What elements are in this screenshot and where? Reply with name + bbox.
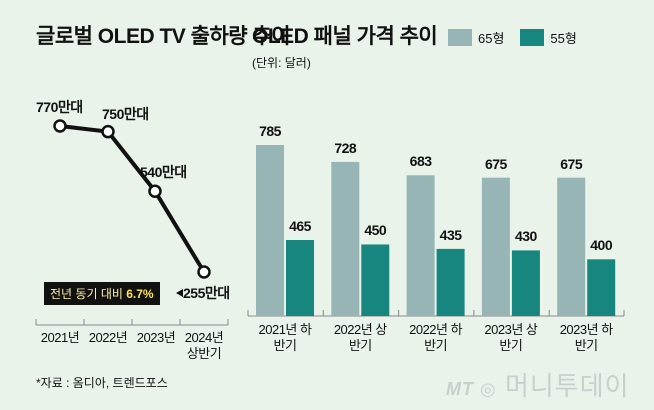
callout-prefix: 전년 동기 대비 bbox=[50, 287, 127, 301]
bar-data-label: 675 bbox=[484, 155, 507, 172]
line-data-label: 750만대 bbox=[102, 106, 149, 122]
bar-x-tick-label: 2023년 하반기 bbox=[559, 322, 613, 353]
legend-swatch-55 bbox=[520, 29, 545, 46]
line-x-tick-label: 2024년 상반기 bbox=[184, 330, 224, 361]
bar-data-label: 683 bbox=[409, 153, 432, 170]
line-data-label: 540만대 bbox=[140, 164, 187, 180]
callout-arrow bbox=[176, 289, 183, 297]
bar-data-label: 785 bbox=[259, 123, 281, 139]
line-x-tick-label: 2021년 bbox=[40, 330, 80, 345]
logo: MT ◎ 머니투데이 bbox=[446, 371, 630, 401]
bar-55형 bbox=[361, 244, 390, 316]
bar-55형 bbox=[436, 248, 465, 316]
source-note: *자료 : 옴디아, 트렌드포스 bbox=[36, 376, 168, 390]
bar-65형 bbox=[406, 175, 435, 316]
bar-chart-unit: (단위: 달러) bbox=[252, 56, 311, 70]
data-point bbox=[53, 119, 67, 133]
bar-55형 bbox=[587, 259, 616, 316]
line-x-tick-label: 2022년 bbox=[88, 330, 128, 345]
bar-chart-title: OLED 패널 가격 추이 bbox=[252, 25, 438, 48]
bar-55형 bbox=[511, 250, 540, 316]
bar-65형 bbox=[557, 177, 586, 316]
callout-value: 6.7% bbox=[126, 287, 154, 301]
legend: 65형 55형 bbox=[448, 28, 577, 47]
bar-data-label: 435 bbox=[439, 226, 462, 243]
bar-x-tick-label: 2022년 상반기 bbox=[333, 322, 387, 353]
yoy-callout: 전년 동기 대비 6.7% bbox=[44, 282, 160, 305]
data-point bbox=[197, 265, 211, 279]
bar-data-label: 465 bbox=[289, 218, 311, 234]
legend-label-65: 65형 bbox=[478, 31, 505, 46]
bar-x-tick-label: 2022년 하반기 bbox=[409, 322, 463, 353]
bar-65형 bbox=[481, 177, 510, 316]
bar-65형 bbox=[256, 145, 284, 316]
bar-data-label: 450 bbox=[364, 222, 387, 239]
bar-data-label: 430 bbox=[514, 228, 537, 245]
bar-x-tick-label: 2023년 상반기 bbox=[484, 322, 538, 353]
bar-data-label: 728 bbox=[334, 139, 357, 156]
line-data-label: 255만대 bbox=[183, 285, 230, 301]
legend-label-55: 55형 bbox=[550, 31, 577, 46]
line-data-label: 770만대 bbox=[36, 99, 83, 115]
data-point bbox=[148, 184, 162, 198]
line-x-tick-label: 2023년 bbox=[136, 330, 176, 345]
bar-data-label: 675 bbox=[560, 155, 583, 172]
shipment-line bbox=[59, 124, 206, 274]
data-point bbox=[101, 124, 115, 139]
line-chart-title: 글로벌 OLED TV 출하량 추이 bbox=[36, 25, 291, 48]
bar-x-tick-label: 2021년 하반기 bbox=[258, 322, 312, 353]
bar-55형 bbox=[286, 240, 314, 316]
legend-swatch-65 bbox=[448, 29, 472, 46]
bar-data-label: 400 bbox=[590, 237, 613, 254]
bar-65형 bbox=[331, 161, 360, 316]
